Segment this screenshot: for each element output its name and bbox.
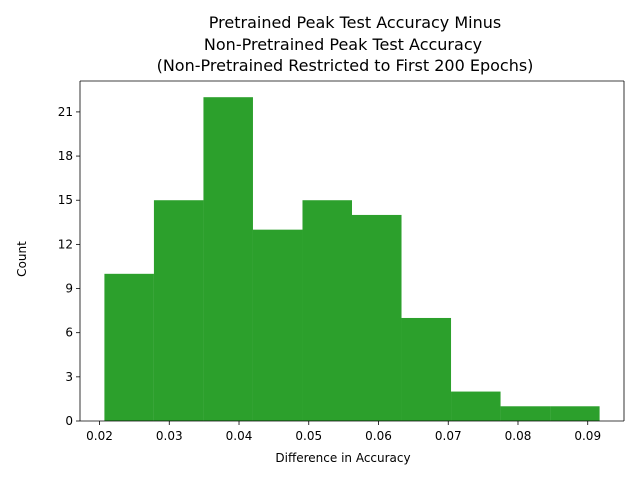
histogram-bar — [352, 214, 402, 421]
histogram-bar — [302, 200, 352, 421]
y-tick-label: 18 — [58, 149, 73, 163]
x-tick-label: 0.04 — [226, 429, 253, 443]
y-tick-label: 15 — [58, 193, 73, 207]
x-tick-label: 0.02 — [86, 429, 113, 443]
chart-title-line-2: Non-Pretrained Peak Test Accuracy — [204, 35, 482, 54]
histogram-bar — [104, 273, 154, 421]
y-tick-label: 9 — [65, 282, 73, 296]
x-tick-label: 0.08 — [505, 429, 532, 443]
chart-title-line-1: Pretrained Peak Test Accuracy Minus — [209, 13, 501, 32]
y-tick-label: 3 — [65, 370, 73, 384]
chart-title: Pretrained Peak Test Accuracy Minus Non-… — [157, 13, 534, 75]
x-axis-ticks: 0.02 0.03 0.04 0.05 0.06 0.07 0.08 0.09 — [86, 421, 601, 443]
histogram-bar — [252, 229, 303, 421]
x-axis-label: Difference in Accuracy — [275, 451, 410, 465]
x-tick-label: 0.06 — [365, 429, 392, 443]
x-tick-label: 0.09 — [574, 429, 601, 443]
histogram-bar — [401, 317, 452, 421]
y-tick-label: 21 — [58, 105, 73, 119]
chart-title-line-3: (Non-Pretrained Restricted to First 200 … — [157, 56, 534, 75]
x-tick-label: 0.05 — [295, 429, 322, 443]
histogram-bar — [500, 406, 551, 421]
y-tick-label: 0 — [65, 414, 73, 428]
histogram-bars — [104, 97, 600, 421]
x-tick-label: 0.03 — [156, 429, 183, 443]
histogram-bar — [153, 200, 204, 421]
axes — [79, 80, 625, 422]
histogram-bar — [550, 406, 600, 421]
y-tick-label: 12 — [58, 237, 73, 251]
y-axis-label: Count — [15, 241, 29, 277]
y-axis-ticks: 0 3 6 9 12 15 18 21 — [58, 105, 80, 428]
histogram-bar — [203, 97, 253, 421]
x-tick-label: 0.07 — [435, 429, 462, 443]
histogram-bar — [451, 391, 501, 421]
y-tick-label: 6 — [65, 326, 73, 340]
